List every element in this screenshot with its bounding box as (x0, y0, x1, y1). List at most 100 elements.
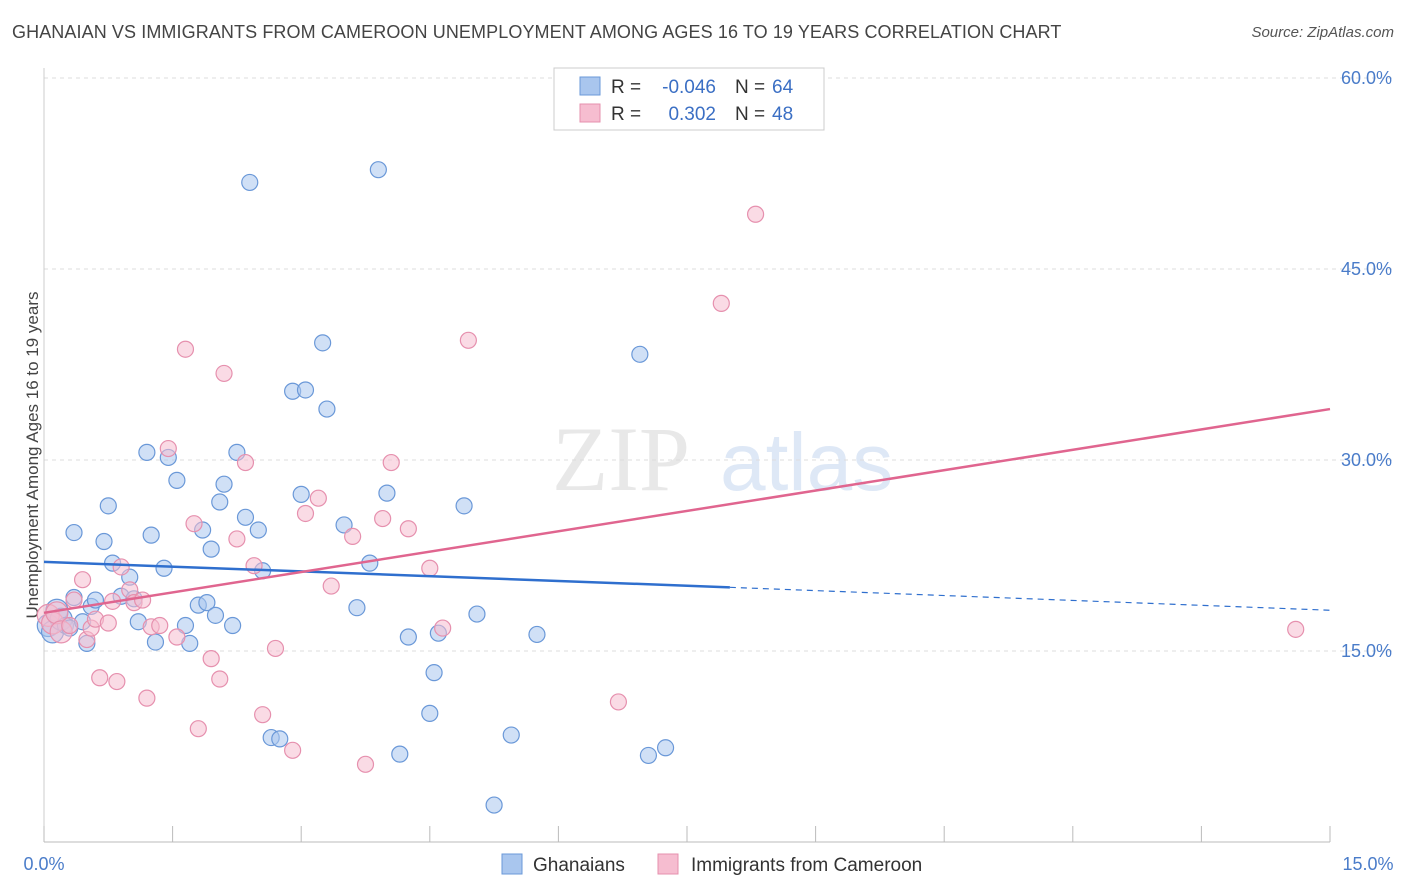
cameroon-point-23 (176, 340, 195, 358)
series-legend: Ghanaians Immigrants from Cameroon (501, 853, 922, 876)
legend-r-value-ghanaian: -0.046 (662, 77, 716, 98)
ghanaian-point-37 (241, 173, 259, 192)
x-tick-label-0: 0.0% (23, 854, 64, 874)
cameroon-point-18 (138, 689, 156, 707)
legend-n-label-cameroon: N = (735, 104, 765, 125)
ghanaian-point-47 (335, 516, 353, 534)
cameroon-point-43 (421, 559, 439, 577)
cameroon-point-33 (266, 639, 285, 658)
ghanaian-point-41 (271, 730, 289, 748)
cameroon-point-49 (1287, 620, 1305, 638)
ghanaian-point-51 (378, 484, 396, 502)
ghanaian-point-55 (425, 664, 443, 682)
cameroon-point-34 (284, 741, 302, 759)
cameroon-point-13 (108, 672, 126, 691)
x-ticks: 0.0% 15.0% (23, 826, 1394, 874)
ghanaian-point-33 (215, 475, 233, 493)
legend-swatch-ghanaian (579, 76, 601, 96)
cameroon-point-21 (159, 439, 177, 458)
ghanaian-point-44 (296, 381, 315, 399)
cameroon-point-48 (746, 205, 765, 223)
legend-r-label-ghanaian: R = (611, 77, 641, 98)
trend-line-cameroon (43, 407, 1331, 615)
ghanaian-point-64 (656, 739, 675, 757)
legend-r-label-cameroon: R = (611, 104, 641, 125)
y-tick-label-15: 15.0% (1341, 641, 1392, 661)
y-tick-label-30: 30.0% (1341, 450, 1392, 470)
trend-line-ghanaian (43, 560, 730, 589)
ghanaian-point-19 (138, 443, 156, 461)
ghanaian-point-25 (176, 616, 195, 635)
y-tick-label-45: 45.0% (1341, 259, 1392, 279)
series-legend-label-cameroon: Immigrants from Cameroon (691, 855, 922, 876)
legend-r-value-cameroon: 0.302 (668, 104, 716, 125)
cameroon-point-14 (112, 558, 130, 576)
cameroon-point-22 (168, 628, 186, 646)
cameroon-point-27 (211, 670, 229, 688)
ghanaian-point-24 (168, 471, 186, 489)
cameroon-point-6 (73, 571, 92, 589)
ghanaian-point-62 (631, 345, 649, 363)
series-legend-swatch-cameroon (657, 853, 679, 875)
cameroon-point-25 (189, 720, 207, 738)
ghanaian-point-36 (236, 508, 255, 526)
cameroon-point-47 (712, 294, 730, 312)
ghanaian-point-43 (292, 485, 310, 503)
cameroon-point-45 (459, 331, 477, 349)
ghanaian-point-53 (399, 628, 417, 646)
trend-line-ghanaian-extension (729, 586, 1331, 611)
series-legend-label-ghanaian: Ghanaians (533, 855, 625, 876)
cameroon-point-29 (228, 530, 246, 548)
cameroon-point-4 (61, 616, 79, 635)
ghanaian-point-46 (318, 400, 336, 418)
ghanaian-point-60 (502, 726, 520, 744)
legend-swatch-cameroon (579, 103, 601, 123)
y-tick-label-60: 60.0% (1341, 68, 1392, 88)
cameroon-point-42 (399, 520, 417, 538)
ghanaian-point-38 (249, 521, 267, 539)
ghanaian-point-20 (142, 526, 160, 544)
ghanaian-point-45 (314, 334, 332, 352)
cameroon-point-37 (322, 577, 340, 595)
cameroon-point-10 (91, 669, 109, 687)
ghanaian-point-13 (99, 497, 117, 515)
x-tick-label-15: 15.0% (1342, 854, 1393, 874)
cameroon-point-20 (151, 616, 169, 635)
ghanaian-point-22 (155, 559, 173, 577)
cameroon-point-41 (382, 453, 400, 472)
cameroon-point-35 (296, 504, 315, 523)
cameroon-point-17 (133, 591, 152, 609)
cameroon-point-40 (374, 509, 392, 528)
cameroon-point-44 (434, 619, 452, 637)
ghanaian-point-30 (202, 540, 220, 558)
cameroon-point-24 (185, 515, 203, 533)
ghanaian-point-50 (369, 161, 387, 179)
ghanaian-point-32 (211, 493, 229, 511)
legend-n-label-ghanaian: N = (735, 77, 765, 98)
watermark-zip: ZIP (552, 408, 690, 510)
cameroon-point-30 (236, 453, 255, 472)
ghanaian-point-21 (146, 633, 165, 651)
cameroon-point-39 (356, 755, 375, 773)
ghanaian-point-6 (65, 523, 83, 542)
ghanaian-point-63 (639, 746, 658, 765)
watermark: ZIP atlas (552, 408, 893, 510)
cameroon-point-36 (309, 489, 327, 507)
y-tick-labels: 15.0% 30.0% 45.0% 60.0% (1341, 68, 1392, 661)
ghanaian-point-48 (348, 599, 366, 617)
cameroon-point-5 (65, 591, 83, 609)
cameroon-point-38 (344, 527, 362, 546)
stats-legend: R = -0.046 N = 64 R = 0.302 N = 48 (553, 67, 825, 131)
watermark-atlas: atlas (720, 417, 893, 508)
chart-title: GHANAIAN VS IMMIGRANTS FROM CAMEROON UNE… (12, 22, 1062, 42)
trend-lines (43, 407, 1331, 615)
ghanaian-point-54 (421, 704, 439, 722)
series-legend-swatch-ghanaian (501, 853, 523, 875)
cameroon-point-11 (99, 614, 117, 632)
cameroon-point-32 (254, 706, 272, 724)
legend-n-value-cameroon: 48 (772, 104, 793, 125)
cameroon-point-46 (609, 693, 628, 711)
ghanaian-point-58 (468, 605, 486, 623)
ghanaian-point-34 (224, 616, 242, 635)
ghanaian-point-29 (198, 594, 216, 612)
